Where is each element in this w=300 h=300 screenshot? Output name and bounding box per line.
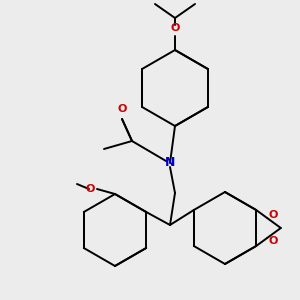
- Text: O: O: [268, 210, 278, 220]
- Text: N: N: [165, 157, 175, 169]
- Text: O: O: [268, 236, 278, 246]
- Text: O: O: [117, 104, 127, 114]
- Text: O: O: [170, 23, 180, 33]
- Text: O: O: [85, 184, 95, 194]
